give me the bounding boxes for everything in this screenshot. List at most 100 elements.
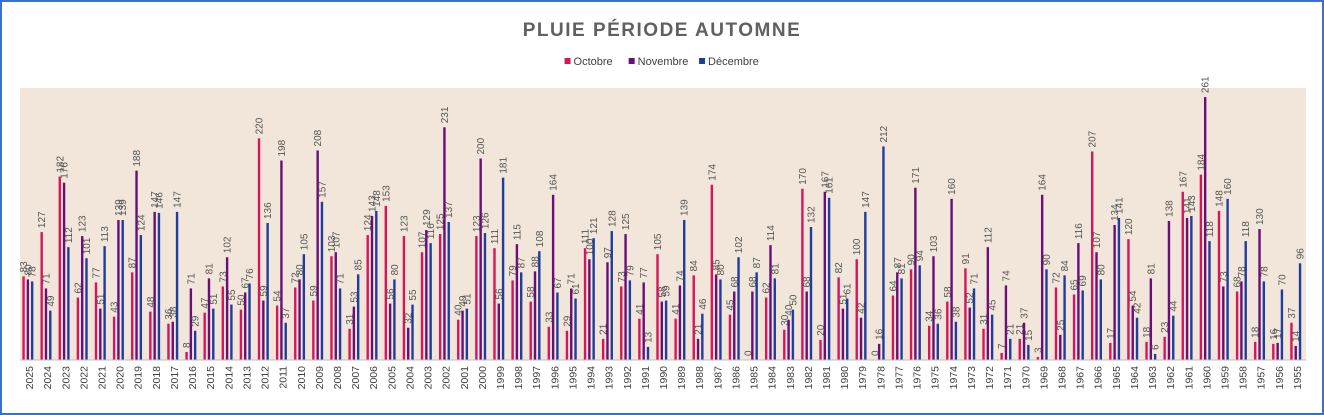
data-label: 69: [1078, 275, 1089, 287]
bar-novembre-1977: [896, 272, 899, 360]
data-label: 188: [132, 149, 143, 166]
bar-octobre-2000: [475, 236, 478, 360]
data-label: 0: [744, 350, 755, 356]
x-tick-label: 1993: [604, 366, 616, 390]
data-label: 73: [617, 271, 628, 283]
bar-dcembre-2021: [103, 246, 106, 360]
data-label: 146: [154, 192, 165, 209]
data-label: 44: [1169, 300, 1180, 312]
data-label: 21: [694, 323, 705, 335]
data-label: 43: [110, 301, 121, 313]
bar-dcembre-2023: [67, 247, 70, 360]
data-label: 231: [440, 106, 451, 123]
bar-dcembre-2016: [193, 330, 197, 360]
bar-octobre-2025: [22, 276, 25, 360]
x-tick-label: 1986: [730, 366, 742, 390]
data-label: 34: [925, 310, 936, 322]
x-tick-label: 1955: [1292, 366, 1304, 390]
bar-octobre-2019: [131, 272, 134, 360]
data-label: 40: [784, 304, 795, 316]
bar-novembre-2012: [262, 300, 265, 360]
bar-dcembre-1966: [1099, 279, 1102, 360]
data-label: 38: [951, 306, 962, 318]
bar-novembre-2005: [388, 303, 392, 360]
data-label: 113: [100, 226, 111, 242]
data-label: 141: [1114, 197, 1125, 214]
data-label: 103: [929, 235, 940, 252]
bar-novembre-2013: [244, 292, 247, 360]
bar-octobre-1987: [710, 184, 714, 360]
x-tick-label: 2019: [133, 366, 145, 390]
data-label: 160: [1223, 178, 1234, 195]
data-label: 143: [368, 195, 379, 212]
x-tick-label: 2014: [223, 366, 235, 390]
bar-dcembre-2007: [356, 274, 360, 360]
data-label: 167: [820, 171, 831, 188]
data-label: 148: [372, 190, 383, 207]
bar-dcembre-2003: [429, 243, 432, 360]
data-label: 36: [933, 308, 944, 320]
x-tick-label: 2023: [60, 366, 72, 390]
data-label: 71: [41, 273, 52, 285]
bar-dcembre-1976: [918, 265, 921, 360]
data-label: 121: [589, 217, 600, 234]
data-label: 112: [64, 227, 75, 243]
data-label: 71: [970, 273, 981, 285]
data-label: 126: [480, 212, 491, 229]
bar-octobre-1992: [620, 286, 623, 360]
bar-dcembre-1989: [683, 219, 686, 360]
data-label: 200: [476, 137, 487, 154]
data-label: 164: [1038, 174, 1049, 191]
data-label: 25: [1056, 319, 1067, 331]
bar-novembre-1975: [932, 256, 935, 360]
data-label: 72: [1051, 272, 1062, 284]
bar-novembre-1958: [1240, 281, 1243, 360]
bar-octobre-1964: [1127, 239, 1130, 360]
data-label: 41: [671, 303, 682, 315]
data-label: 170: [798, 168, 809, 185]
data-label: 73: [218, 271, 229, 283]
data-label: 68: [748, 276, 759, 288]
data-label: 53: [349, 291, 360, 303]
data-label: 15: [1024, 329, 1035, 341]
bar-novembre-1957: [1258, 229, 1261, 360]
data-label: 112: [983, 227, 994, 243]
bar-novembre-1978: [877, 343, 881, 360]
bar-octobre-1960: [1199, 174, 1203, 360]
bar-novembre-1981: [823, 191, 827, 360]
bar-dcembre-1969: [1045, 269, 1048, 360]
x-tick-label: 1966: [1093, 366, 1105, 390]
data-label: 167: [1178, 171, 1189, 188]
data-label: 111: [490, 229, 501, 245]
bar-octobre-1971: [1000, 352, 1003, 360]
data-label: 31: [979, 313, 990, 325]
bar-novembre-1989: [678, 285, 682, 360]
data-label: 16: [875, 328, 886, 340]
data-label: 107: [331, 231, 342, 248]
data-label: 100: [852, 238, 863, 255]
bar-octobre-2002: [438, 234, 442, 360]
data-label: 143: [1187, 195, 1198, 212]
data-label: 118: [1205, 221, 1216, 237]
bar-dcembre-2017: [175, 211, 179, 360]
bar-dcembre-1992: [628, 280, 632, 360]
bar-novembre-1972: [986, 247, 990, 360]
x-tick-label: 1979: [857, 366, 869, 390]
bar-dcembre-1987: [719, 279, 722, 360]
x-tick-label: 1997: [531, 366, 543, 390]
bar-novembre-2007: [352, 306, 356, 360]
bar-dcembre-1986: [737, 257, 740, 360]
bar-octobre-1959: [1217, 210, 1221, 360]
data-label: 139: [118, 199, 129, 216]
x-tick-label: 1960: [1201, 366, 1213, 390]
data-label: 6: [1151, 344, 1162, 350]
x-tick-label: 1968: [1056, 366, 1068, 390]
data-label: 42: [1133, 302, 1144, 314]
x-tick-label: 2004: [404, 366, 416, 390]
bar-dcembre-2010: [302, 254, 306, 360]
data-label: 125: [621, 213, 632, 230]
bar-novembre-1969: [1040, 194, 1044, 360]
bar-dcembre-1961: [1190, 215, 1193, 360]
data-label: 47: [200, 297, 211, 309]
data-label: 45: [988, 299, 999, 311]
